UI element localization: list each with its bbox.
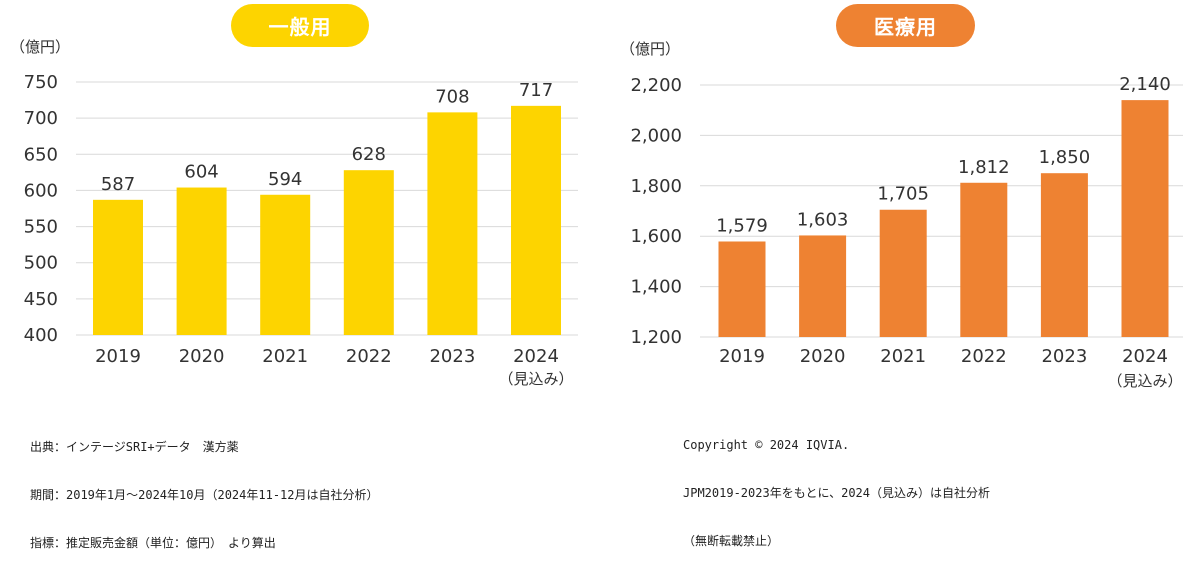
- medical-x-tick-label: 2022: [961, 346, 1007, 367]
- general-use-title-pill: 一般用: [231, 4, 369, 47]
- medical-bar: [799, 235, 847, 337]
- medical-x-tick-label: 2019: [719, 346, 765, 367]
- medical-bar: [960, 182, 1008, 337]
- general-unit-label: （億円）: [10, 38, 70, 56]
- medical-y-tick-label: 2,200: [630, 75, 682, 96]
- medical-y-tick-label: 2,000: [630, 125, 682, 146]
- medical-value-label: 1,705: [877, 184, 929, 205]
- medical-x-tick-label: 2020: [800, 346, 846, 367]
- copyright-note-line: JPM2019-2023年をもとに、2024（見込み）は自社分析: [683, 486, 990, 500]
- medical-bar: [879, 209, 927, 337]
- general-y-tick-label: 450: [24, 289, 58, 310]
- medical-bar: [1121, 100, 1169, 338]
- source-note-line: 出典：インテージSRI+データ 漢方薬: [30, 440, 239, 454]
- medical-unit-label: （億円）: [620, 40, 680, 58]
- general-x-tick-label: 2022: [346, 346, 392, 367]
- general-x-tick-label: 2024: [513, 346, 559, 367]
- medical-value-label: 1,812: [958, 157, 1010, 178]
- medical-y-tick-label: 1,600: [630, 226, 682, 247]
- source-note: 出典：インテージSRI+データ 漢方薬 期間：2019年1月～2024年10月（…: [30, 407, 379, 567]
- medical-x-tick-label: 2023: [1041, 346, 1087, 367]
- general-x-tick-label: 2020: [179, 346, 225, 367]
- medical-value-label: 1,579: [716, 215, 768, 236]
- general-y-tick-label: 700: [24, 108, 58, 129]
- general-y-tick-label: 600: [24, 180, 58, 201]
- source-note-line: 指標：推定販売金額（単位：億円） より算出: [30, 536, 276, 550]
- general-x-tick-sublabel: （見込み）: [498, 370, 573, 388]
- general-x-tick-label: 2021: [262, 346, 308, 367]
- general-value-label: 628: [352, 144, 386, 165]
- general-bar: [93, 199, 143, 335]
- copyright-note-line: Copyright © 2024 IQVIA.: [683, 438, 850, 452]
- medical-x-tick-label: 2024: [1122, 346, 1168, 367]
- medical-y-tick-label: 1,400: [630, 277, 682, 298]
- general-x-tick-label: 2023: [429, 346, 475, 367]
- general-bar: [511, 105, 561, 336]
- medical-y-tick-label: 1,800: [630, 176, 682, 197]
- medical-value-label: 1,850: [1039, 147, 1091, 168]
- general-y-tick-label: 400: [24, 325, 58, 346]
- general-y-tick-label: 650: [24, 144, 58, 165]
- medical-use-title-pill: 医療用: [836, 4, 975, 47]
- medical-bar: [1040, 173, 1088, 337]
- general-value-label: 717: [519, 80, 553, 101]
- medical-x-tick-label: 2021: [880, 346, 926, 367]
- general-y-tick-label: 500: [24, 253, 58, 274]
- general-bar: [260, 194, 311, 335]
- general-y-tick-label: 750: [24, 72, 58, 93]
- medical-value-label: 2,140: [1119, 74, 1171, 95]
- medical-value-label: 1,603: [797, 209, 849, 230]
- general-bar: [427, 112, 478, 335]
- medical-bar: [718, 241, 766, 337]
- bar-charts: （億円） 400 450 500 550 600 650 700 750 587 2019 604 20…: [10, 38, 1183, 390]
- general-value-label: 708: [435, 86, 469, 107]
- copyright-note-line: （無断転載禁止）: [683, 534, 780, 548]
- general-y-tick-label: 550: [24, 217, 58, 238]
- general-value-label: 587: [101, 174, 135, 195]
- general-bar: [176, 187, 227, 335]
- medical-y-tick-label: 1,200: [630, 327, 682, 348]
- copyright-note: Copyright © 2024 IQVIA. JPM2019-2023年をもと…: [683, 405, 990, 565]
- source-note-line: 期間：2019年1月～2024年10月（2024年11-12月は自社分析）: [30, 488, 379, 502]
- general-x-tick-label: 2019: [95, 346, 141, 367]
- general-bar: [343, 170, 394, 335]
- general-value-label: 594: [268, 169, 302, 190]
- medical-x-tick-sublabel: （見込み）: [1107, 372, 1182, 390]
- general-value-label: 604: [184, 162, 218, 183]
